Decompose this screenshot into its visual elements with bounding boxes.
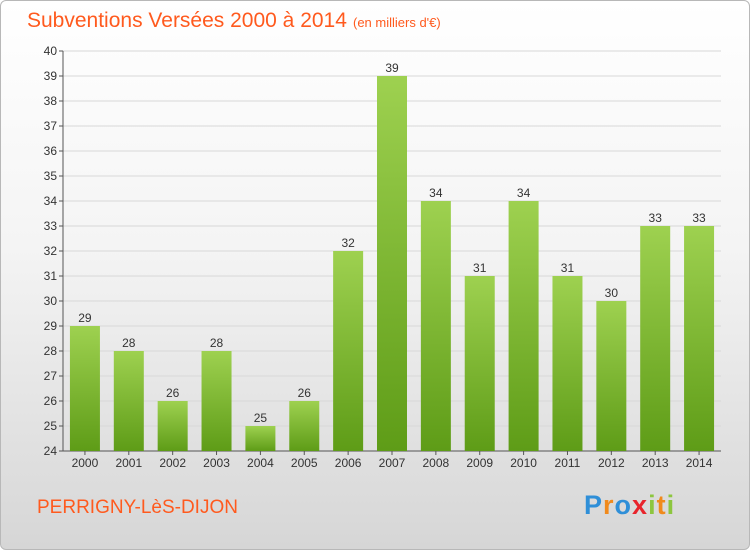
chart-unit-note: (en milliers d'€) <box>353 15 441 30</box>
bar-2001 <box>113 351 144 451</box>
bar-2010 <box>508 201 539 451</box>
data-label: 33 <box>649 211 663 225</box>
data-label: 30 <box>605 286 619 300</box>
x-tick-label: 2009 <box>466 456 493 470</box>
bar-2013 <box>640 226 671 451</box>
data-label: 28 <box>122 336 136 350</box>
location-name: PERRIGNY-LèS-DIJON <box>37 497 238 518</box>
x-tick-label: 2001 <box>115 456 142 470</box>
x-tick-label: 2010 <box>510 456 537 470</box>
data-label: 34 <box>517 186 531 200</box>
bar-2004 <box>245 426 276 451</box>
x-tick-label: 2004 <box>247 456 274 470</box>
y-tick-label: 39 <box>44 69 58 83</box>
y-tick-label: 40 <box>44 44 58 58</box>
x-tick-label: 2012 <box>598 456 625 470</box>
x-tick-label: 2002 <box>159 456 186 470</box>
x-tick-label: 2014 <box>686 456 713 470</box>
y-tick-label: 35 <box>44 169 58 183</box>
data-label: 26 <box>298 386 312 400</box>
bar-2006 <box>333 251 364 451</box>
x-tick-label: 2006 <box>335 456 362 470</box>
x-tick-label: 2011 <box>555 456 581 470</box>
bar-2007 <box>377 76 407 451</box>
y-tick-label: 37 <box>44 119 58 133</box>
proxiti-logo: Proxiti <box>584 490 676 520</box>
data-label: 26 <box>166 386 180 400</box>
bar-layer <box>69 76 715 451</box>
x-tick-label: 2008 <box>423 456 450 470</box>
x-tick-label: 2000 <box>72 456 99 470</box>
data-label: 31 <box>561 261 575 275</box>
data-label: 34 <box>429 186 443 200</box>
y-tick-label: 24 <box>44 444 58 458</box>
bar-2005 <box>289 401 320 451</box>
y-tick-label: 27 <box>44 369 58 383</box>
y-tick-label: 34 <box>44 194 58 208</box>
label-layer: 2000 29 2001 28 2002 26 2003 28 2004 25 2005 26 2006… <box>72 61 713 470</box>
y-tick-label: 29 <box>44 319 58 333</box>
y-tick-label: 28 <box>44 344 58 358</box>
x-tick-label: 2013 <box>642 456 669 470</box>
data-label: 31 <box>473 261 487 275</box>
y-tick-label: 31 <box>44 269 58 283</box>
bar-2002 <box>157 401 188 451</box>
x-tick-label: 2007 <box>379 456 406 470</box>
data-label: 28 <box>210 336 224 350</box>
y-tick-label: 25 <box>44 419 58 433</box>
y-tick-label: 36 <box>44 144 58 158</box>
data-label: 29 <box>78 311 92 325</box>
data-label: 32 <box>341 236 355 250</box>
axis-layer: 24 25 26 27 28 29 30 31 32 33 34 35 36 37 38 39 40 <box>44 44 721 458</box>
bar-2011 <box>552 276 583 451</box>
bar-2014 <box>684 226 715 451</box>
data-label: 33 <box>692 211 706 225</box>
bar-2009 <box>464 276 495 451</box>
x-tick-label: 2003 <box>203 456 230 470</box>
bar-2000 <box>69 326 100 451</box>
chart-title: Subventions Versées 2000 à 2014 <box>27 9 347 32</box>
bar-2008 <box>420 201 451 451</box>
x-tick-label: 2005 <box>291 456 318 470</box>
y-tick-label: 33 <box>44 219 58 233</box>
bar-2012 <box>596 301 627 451</box>
y-tick-label: 30 <box>44 294 58 308</box>
y-tick-label: 26 <box>44 394 58 408</box>
y-tick-label: 32 <box>44 244 58 258</box>
data-label: 39 <box>385 61 399 75</box>
data-label: 25 <box>254 411 268 425</box>
y-tick-label: 38 <box>44 94 58 108</box>
bar-2003 <box>201 351 232 451</box>
